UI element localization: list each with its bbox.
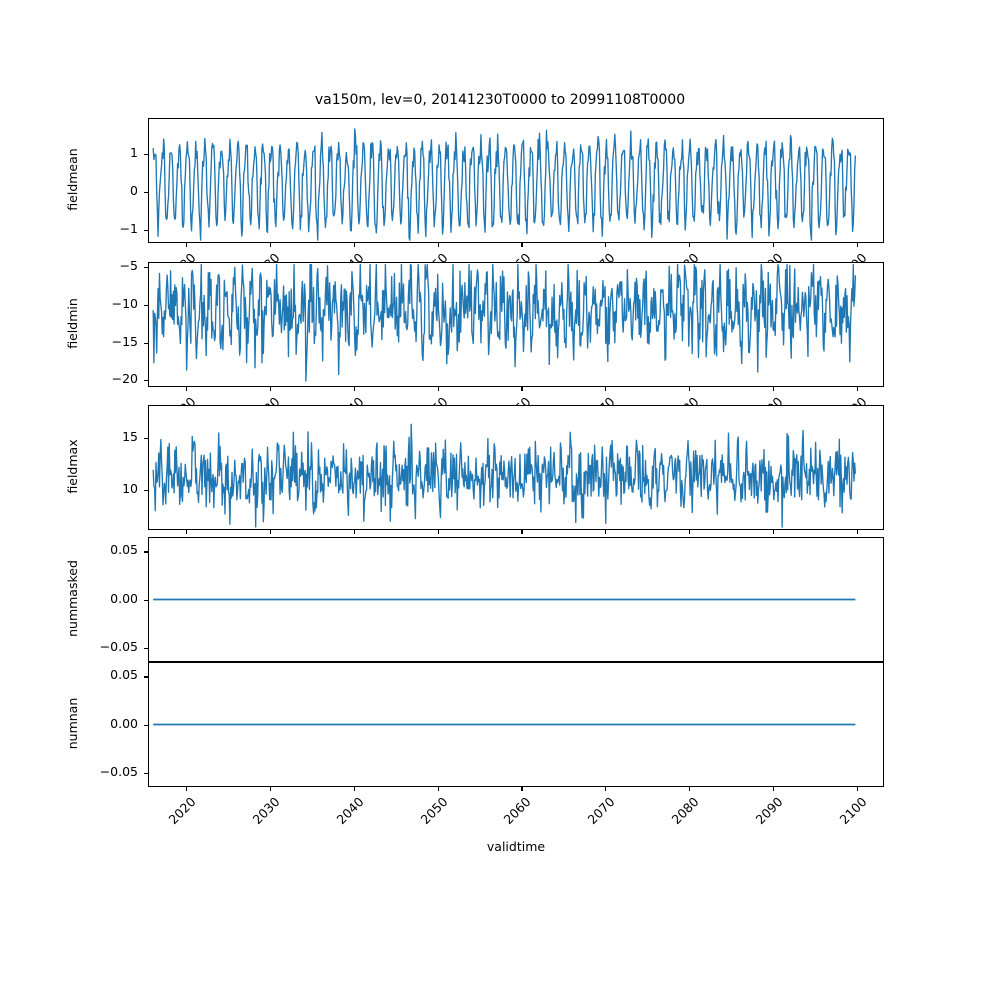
x-tick-mark xyxy=(605,787,607,791)
x-tick-mark xyxy=(773,530,775,534)
y-tick-mark xyxy=(144,267,148,269)
data-line-fieldmin xyxy=(152,263,857,382)
plot-canvas-fieldmean xyxy=(152,128,857,241)
y-tick-label: 0.00 xyxy=(110,715,138,731)
x-tick-mark xyxy=(437,787,439,791)
plot-canvas-numnan xyxy=(152,723,856,726)
y-tick-label: −10 xyxy=(111,295,138,311)
y-tick-mark xyxy=(144,490,148,492)
x-tick-mark xyxy=(437,243,439,247)
subplot-numnan xyxy=(148,662,884,787)
y-tick-label: −0.05 xyxy=(99,763,138,779)
y-tick-mark xyxy=(144,437,148,439)
y-tick-mark xyxy=(144,229,148,231)
x-tick-mark xyxy=(437,530,439,534)
y-tick: −15 xyxy=(78,334,138,349)
y-tick-label: −1 xyxy=(119,220,138,236)
x-tick-mark xyxy=(185,787,187,791)
x-tick-mark xyxy=(689,530,691,534)
x-tick-mark xyxy=(605,387,607,391)
y-tick: −5 xyxy=(78,258,138,273)
y-tick: 0 xyxy=(78,183,138,198)
plot-canvas-fieldmax xyxy=(152,423,857,528)
y-tick-label: 1 xyxy=(130,144,138,160)
subplot-fieldmean xyxy=(148,118,884,243)
y-tick-mark xyxy=(144,304,148,306)
x-axis-label: validtime xyxy=(486,839,546,854)
data-line-fieldmax xyxy=(152,423,857,528)
x-tick-mark xyxy=(521,530,523,534)
x-tick-mark xyxy=(689,787,691,791)
y-tick: −10 xyxy=(78,296,138,311)
x-tick-mark xyxy=(689,387,691,391)
y-tick-label: 0 xyxy=(130,182,138,198)
y-tick-mark xyxy=(144,647,148,649)
y-tick-mark xyxy=(144,676,148,678)
x-tick-mark xyxy=(353,787,355,791)
y-tick: 0.00 xyxy=(78,716,138,731)
y-tick-mark xyxy=(144,153,148,156)
x-tick-mark xyxy=(773,243,775,247)
y-tick-mark xyxy=(144,551,148,553)
y-tick: 1 xyxy=(78,145,138,160)
subplot-fieldmax xyxy=(148,405,884,530)
y-tick: −0.05 xyxy=(78,639,138,654)
x-tick-mark xyxy=(521,243,523,247)
subplot-nummasked xyxy=(148,537,884,662)
y-tick-mark xyxy=(144,724,148,726)
y-tick: 0.00 xyxy=(78,591,138,606)
y-tick-label: 0.00 xyxy=(110,590,138,606)
x-tick-mark xyxy=(521,387,523,391)
y-tick: 15 xyxy=(78,429,138,444)
x-tick-mark xyxy=(857,243,859,247)
plot-canvas-fieldmin xyxy=(152,263,857,382)
y-tick-mark xyxy=(144,380,148,382)
y-tick: 0.05 xyxy=(78,667,138,682)
y-axis-label-fieldmax: fieldmax xyxy=(64,438,80,494)
x-tick-mark xyxy=(857,787,859,791)
y-tick: −1 xyxy=(78,221,138,236)
y-tick-label: 0.05 xyxy=(110,542,138,558)
x-tick-mark xyxy=(857,530,859,534)
x-tick-mark xyxy=(353,243,355,247)
y-tick-label: 15 xyxy=(122,428,138,444)
x-tick-mark xyxy=(857,387,859,391)
y-tick-label: −0.05 xyxy=(99,638,138,654)
subplot-fieldmin xyxy=(148,262,884,387)
y-tick-label: −20 xyxy=(111,371,138,387)
x-tick-mark xyxy=(773,787,775,791)
y-tick-label: −5 xyxy=(119,258,138,274)
x-tick-mark xyxy=(353,530,355,534)
x-tick-mark xyxy=(185,530,187,534)
figure-title: va150m, lev=0, 20141230T0000 to 20991108… xyxy=(314,92,686,108)
y-tick: −0.05 xyxy=(78,764,138,779)
y-tick: −20 xyxy=(78,371,138,386)
y-tick-mark xyxy=(144,191,148,193)
x-tick-mark xyxy=(437,387,439,391)
x-tick-mark xyxy=(185,387,187,391)
x-tick-mark xyxy=(269,243,271,247)
y-tick-label: 0.05 xyxy=(110,667,138,683)
x-tick-mark xyxy=(269,787,271,791)
y-tick: 0.05 xyxy=(78,542,138,557)
x-tick-mark xyxy=(185,243,187,247)
y-tick-label: −15 xyxy=(111,333,138,349)
x-tick-mark xyxy=(269,530,271,534)
y-tick-mark xyxy=(144,772,148,774)
x-tick-mark xyxy=(521,787,523,791)
x-tick-mark xyxy=(269,387,271,391)
data-line-fieldmean xyxy=(152,128,857,241)
x-tick-mark xyxy=(353,387,355,391)
x-tick-mark xyxy=(605,243,607,247)
y-tick-mark xyxy=(144,342,148,344)
plot-canvas-nummasked xyxy=(152,598,856,601)
y-tick: 10 xyxy=(78,481,138,496)
y-axis-label-fieldmin: fieldmin xyxy=(64,297,80,349)
x-tick-mark xyxy=(605,530,607,534)
x-tick-mark xyxy=(773,387,775,391)
x-tick-mark xyxy=(689,243,691,247)
y-tick-mark xyxy=(144,599,148,601)
y-tick-label: 10 xyxy=(122,481,138,497)
